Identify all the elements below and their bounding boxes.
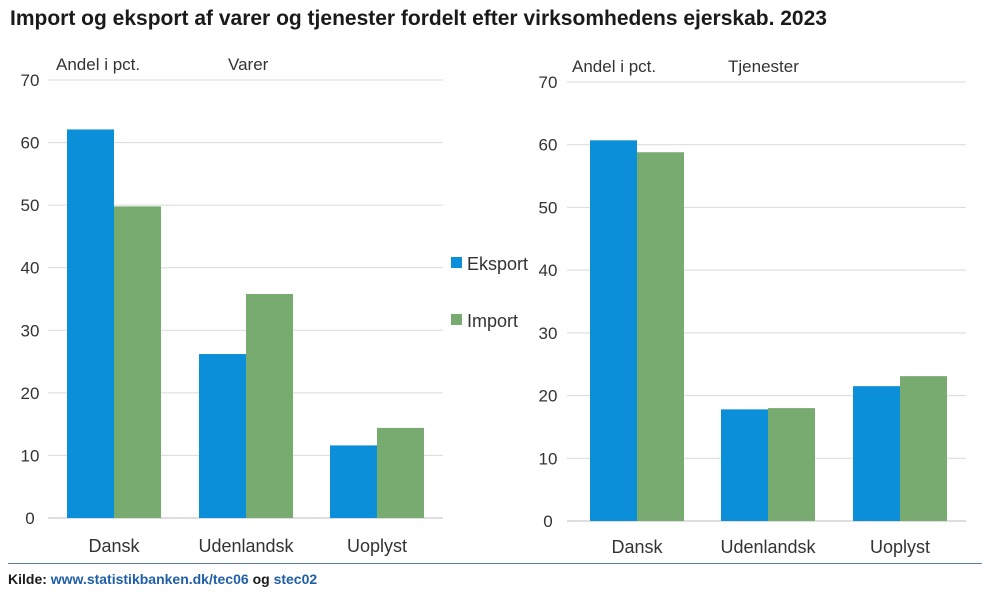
source-link-stec02[interactable]: stec02 — [273, 571, 318, 587]
y-tick-label-1-10: 10 — [21, 446, 40, 465]
category-label-1-dansk: Dansk — [88, 536, 140, 556]
panel-title-2: Tjenester — [728, 57, 799, 76]
y-tick-label-2-60: 60 — [539, 136, 558, 155]
y-tick-label-2-10: 10 — [539, 449, 558, 468]
legend-label-import: Import — [467, 311, 518, 331]
y-tick-label-1-70: 70 — [21, 71, 40, 90]
source-note: Kilde: www.statistikbanken.dk/tec06 og s… — [8, 571, 317, 587]
bar-1-eksport-udenlandsk — [199, 354, 246, 518]
bar-1-eksport-uoplyst — [330, 445, 377, 518]
y-tick-label-1-0: 0 — [25, 509, 34, 528]
category-label-2-udenlandsk: Udenlandsk — [720, 537, 816, 557]
y-tick-label-1-30: 30 — [21, 321, 40, 340]
legend-label-eksport: Eksport — [467, 254, 528, 274]
chart-title: Import og eksport af varer og tjenester … — [10, 7, 827, 30]
bar-1-import-udenlandsk — [246, 293, 293, 518]
bar-2-import-dansk — [637, 152, 684, 522]
category-label-1-uoplyst: Uoplyst — [347, 536, 407, 556]
category-label-1-udenlandsk: Udenlandsk — [198, 536, 294, 556]
source-divider — [8, 563, 982, 564]
source-prefix: Kilde: — [8, 571, 47, 587]
y-tick-label-2-0: 0 — [543, 512, 552, 531]
bar-2-import-udenlandsk — [768, 408, 815, 521]
legend-swatch-eksport — [451, 257, 462, 268]
bar-1-eksport-dansk — [67, 129, 114, 518]
y-tick-label-2-30: 30 — [539, 324, 558, 343]
y-axis-label-1: Andel i pct. — [56, 55, 140, 74]
panel-title-1: Varer — [228, 55, 269, 74]
legend-swatch-import — [451, 314, 462, 325]
y-tick-label-1-20: 20 — [21, 384, 40, 403]
source-conjunction: og — [252, 571, 270, 587]
y-tick-label-2-70: 70 — [539, 73, 558, 92]
y-tick-label-2-50: 50 — [539, 198, 558, 217]
y-tick-label-2-20: 20 — [539, 387, 558, 406]
source-link-tec06[interactable]: www.statistikbanken.dk/tec06 — [50, 571, 249, 587]
bar-2-import-uoplyst — [900, 376, 947, 521]
bar-1-import-uoplyst — [377, 427, 424, 518]
bar-1-import-dansk — [114, 206, 161, 518]
y-axis-label-2: Andel i pct. — [572, 57, 656, 76]
y-tick-label-1-50: 50 — [21, 196, 40, 215]
bar-2-eksport-uoplyst — [853, 386, 900, 521]
y-tick-label-1-40: 40 — [21, 259, 40, 278]
y-tick-label-2-40: 40 — [539, 261, 558, 280]
y-tick-label-1-60: 60 — [21, 134, 40, 153]
bar-2-eksport-udenlandsk — [721, 409, 768, 521]
category-label-2-uoplyst: Uoplyst — [870, 537, 930, 557]
category-label-2-dansk: Dansk — [611, 537, 663, 557]
bar-2-eksport-dansk — [590, 140, 637, 521]
